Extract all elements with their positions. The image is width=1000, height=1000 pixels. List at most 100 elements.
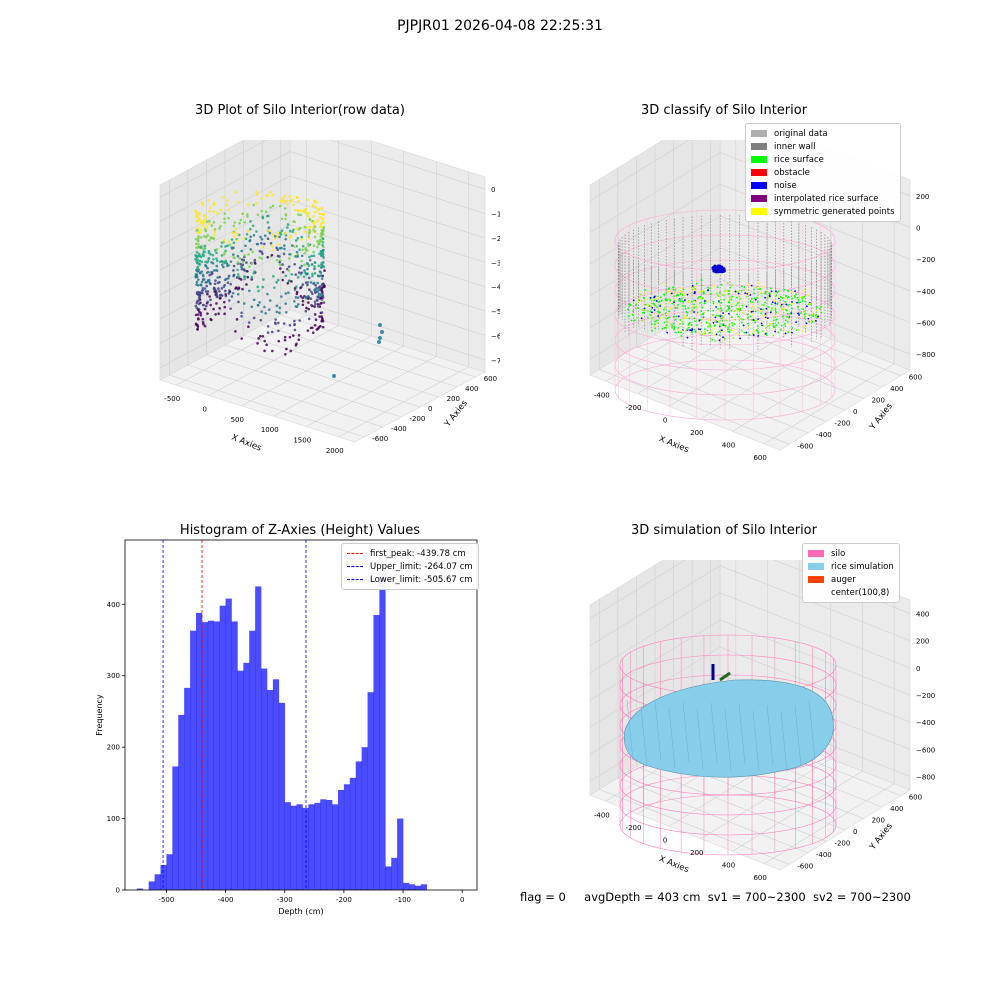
raw-point (293, 220, 296, 224)
raw-point (228, 290, 232, 293)
surface-point (707, 325, 709, 328)
raw-point (301, 283, 305, 286)
surface-point (746, 291, 748, 294)
surface-point (679, 319, 682, 321)
surface-point (670, 323, 673, 326)
raw-point (301, 299, 305, 303)
raw-point (199, 236, 203, 239)
raw-point (246, 275, 250, 279)
surface-point (762, 285, 765, 288)
raw-point (258, 301, 261, 304)
raw-point (222, 265, 225, 269)
raw-point (201, 203, 204, 206)
surface-point (664, 312, 667, 315)
legend-label: obstacle (774, 167, 810, 178)
surface-point (732, 337, 735, 339)
raw-point (205, 271, 209, 274)
raw-point (286, 281, 290, 285)
histogram-bar (225, 598, 232, 890)
raw-point (313, 265, 316, 268)
grid-line (206, 354, 402, 418)
histogram-bar (184, 687, 191, 890)
surface-point (784, 300, 787, 303)
surface-point (796, 306, 799, 309)
raw-point (194, 304, 198, 308)
raw-point (318, 238, 322, 242)
surface-point (791, 297, 794, 300)
raw-point (316, 281, 320, 285)
surface-point (784, 319, 787, 322)
raw-point (288, 335, 292, 339)
surface-point (648, 305, 651, 307)
rice-mesh-line (682, 701, 690, 763)
raw-point (271, 193, 275, 197)
raw-point (314, 284, 317, 287)
plot3-histogram: -500 -400 -300 -200 -100 0 0 100 200 300 400 Depth … (95, 539, 478, 916)
surface-point (643, 308, 646, 311)
raw-point (223, 217, 226, 221)
surface-point (755, 286, 757, 289)
surface-point (750, 284, 753, 287)
histogram-bar (367, 692, 374, 890)
grid-line (599, 789, 790, 865)
status-sv1: sv1 = 700~2300 (707, 890, 806, 904)
surface-point (714, 340, 717, 343)
raw-point (320, 301, 323, 305)
raw-point (235, 233, 239, 236)
raw-point (232, 246, 235, 250)
grid-line (719, 247, 911, 323)
raw-point (313, 210, 317, 214)
grid-line (719, 565, 911, 641)
surface-point (737, 310, 740, 312)
surface-point (672, 286, 674, 289)
surface-point (701, 306, 704, 309)
surface-point (736, 327, 739, 330)
x-tick-label: 400 (722, 861, 735, 869)
raw-point (235, 276, 239, 279)
surface-point (758, 286, 761, 289)
raw-point (264, 311, 267, 315)
surface-point (754, 310, 757, 313)
legend-swatch (751, 130, 767, 137)
raw-point (319, 274, 323, 277)
surface-point (676, 307, 679, 309)
raw-point (298, 248, 301, 251)
histogram-bar (355, 761, 362, 890)
raw-point (223, 312, 226, 316)
raw-point (202, 214, 206, 217)
raw-point (244, 237, 248, 241)
raw-point (226, 264, 229, 268)
rice-surface (623, 679, 834, 778)
figure-title: PJPJR01 2026-04-08 22:25:31 (397, 18, 603, 34)
raw-point (289, 200, 292, 203)
raw-point (307, 307, 310, 311)
raw-point (273, 321, 277, 325)
raw-point (251, 224, 255, 228)
surface-point (699, 291, 701, 293)
y-axis-label: Y Axies (867, 821, 895, 853)
raw-point (227, 208, 231, 212)
raw-point (206, 312, 209, 315)
z-tick-label: −200 (916, 692, 935, 700)
raw-point (313, 305, 316, 308)
surface-point (709, 293, 712, 296)
raw-point (318, 315, 321, 318)
raw-point (236, 268, 239, 272)
surface-point (640, 299, 643, 302)
grid-line (224, 344, 421, 408)
raw-point (215, 295, 219, 298)
raw-point (198, 212, 201, 215)
legend-label: interpolated rice surface (774, 193, 879, 204)
surface-point (712, 302, 715, 305)
surface-point (641, 309, 644, 311)
surface-point (706, 329, 709, 332)
raw-point (284, 214, 288, 217)
grid-line (159, 224, 291, 295)
raw-point (308, 225, 312, 229)
surface-point (718, 310, 721, 313)
raw-point (266, 255, 269, 259)
surface-point (684, 316, 687, 318)
raw-point (294, 239, 298, 242)
raw-point (270, 244, 274, 248)
raw-point (226, 244, 229, 247)
